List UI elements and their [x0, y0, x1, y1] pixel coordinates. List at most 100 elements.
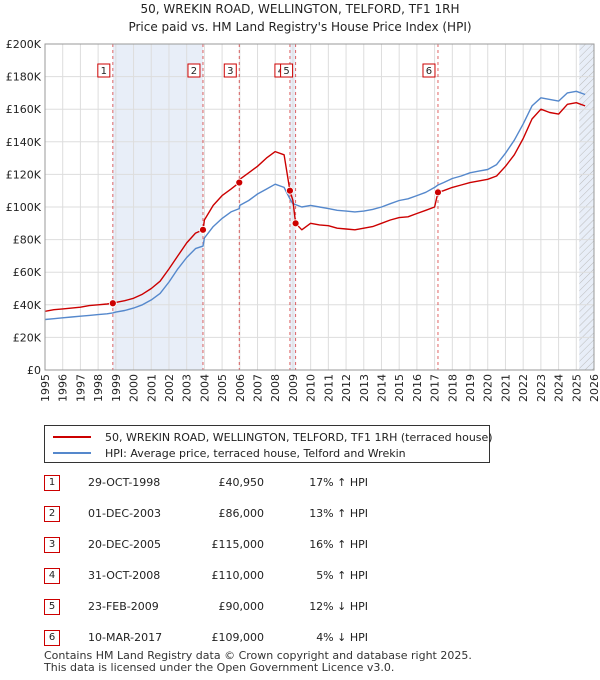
- sale-label-text: 3: [227, 66, 233, 77]
- x-tick-label: 2020: [482, 374, 495, 402]
- sale-point: [108, 299, 117, 308]
- x-tick-label: 2019: [464, 374, 477, 402]
- table-row: 6 10-MAR-2017 £109,000 4% ↓ HPI: [44, 629, 384, 647]
- x-tick-label: 2006: [234, 374, 247, 402]
- footer-licence: This data is licensed under the Open Gov…: [44, 661, 395, 674]
- x-tick-label: 2005: [216, 374, 229, 402]
- x-tick-label: 2015: [393, 374, 406, 402]
- x-tick-label: 2026: [588, 374, 600, 402]
- property-series-line: [45, 101, 586, 312]
- chart-title: 50, WREKIN ROAD, WELLINGTON, TELFORD, TF…: [141, 2, 460, 16]
- sale-price: £115,000: [211, 538, 265, 551]
- sale-point: [286, 186, 294, 195]
- sale-point: [434, 188, 442, 197]
- sale-point: [235, 178, 244, 187]
- sale-hpi-change: 4% ↓ HPI: [316, 631, 368, 644]
- series-group: [45, 90, 586, 321]
- x-tick-label: 2010: [305, 374, 318, 402]
- sale-number-badge: 1: [44, 475, 60, 491]
- table-row: 5 23-FEB-2009 £90,000 12% ↓ HPI: [44, 598, 384, 616]
- x-tick-label: 2009: [287, 374, 300, 402]
- sale-price: £110,000: [211, 569, 265, 582]
- x-tick-label: 2004: [198, 374, 211, 402]
- sale-date: 20-DEC-2005: [88, 538, 162, 551]
- sale-hpi-change: 16% ↑ HPI: [309, 538, 368, 551]
- x-tick-label: 2025: [570, 374, 583, 402]
- footer-copyright: Contains HM Land Registry data © Crown c…: [44, 649, 472, 662]
- table-row: 3 20-DEC-2005 £115,000 16% ↑ HPI: [44, 536, 384, 554]
- y-tick-label: £140K: [6, 136, 42, 149]
- x-tick-label: 1997: [74, 374, 87, 402]
- y-tick-label: £20K: [13, 331, 42, 344]
- footer: Contains HM Land Registry data © Crown c…: [44, 650, 472, 674]
- x-tick-label: 1999: [110, 374, 123, 402]
- sale-label-text: 6: [426, 66, 432, 77]
- x-tick-label: 1998: [92, 374, 105, 402]
- x-tick-label: 2011: [322, 374, 335, 402]
- x-tick-label: 2001: [145, 374, 158, 402]
- price-chart: 50, WREKIN ROAD, WELLINGTON, TELFORD, TF…: [6, 2, 600, 402]
- x-tick-label: 2000: [128, 374, 141, 402]
- x-tick-label: 2022: [517, 374, 530, 402]
- sale-point: [199, 225, 207, 234]
- x-tick-label: 2014: [375, 374, 388, 402]
- sale-price: £86,000: [218, 507, 265, 520]
- sale-hpi-change: 5% ↑ HPI: [316, 569, 368, 582]
- y-tick-label: £200K: [6, 38, 42, 51]
- sale-label-box: [223, 63, 237, 78]
- legend-swatch-property: [53, 436, 91, 438]
- table-row: 2 01-DEC-2003 £86,000 13% ↑ HPI: [44, 505, 384, 523]
- y-tick-label: £180K: [6, 71, 42, 84]
- sale-number-badge: 3: [44, 537, 60, 553]
- sale-label-text: 5: [283, 66, 289, 77]
- sale-price: £90,000: [218, 600, 265, 613]
- legend-label-hpi: HPI: Average price, terraced house, Telf…: [105, 446, 406, 460]
- chart-subtitle: Price paid vs. HM Land Registry's House …: [128, 20, 471, 34]
- sale-date: 10-MAR-2017: [88, 631, 163, 644]
- x-tick-label: 2023: [535, 374, 548, 402]
- sale-label-box: [280, 63, 294, 78]
- y-tick-label: £40K: [13, 299, 42, 312]
- sale-hpi-change: 17% ↑ HPI: [309, 476, 368, 489]
- sale-label-box: [97, 63, 111, 78]
- sale-label-box: [187, 63, 201, 78]
- sale-label-box: [422, 63, 436, 78]
- y-tick-label: £0: [27, 364, 41, 377]
- y-tick-label: £80K: [13, 234, 42, 247]
- sale-point: [291, 219, 300, 228]
- legend-label-property: 50, WREKIN ROAD, WELLINGTON, TELFORD, TF…: [105, 430, 493, 444]
- sale-price: £109,000: [211, 631, 265, 644]
- sale-date: 29-OCT-1998: [88, 476, 161, 489]
- x-tick-label: 2008: [269, 374, 282, 402]
- sale-number-badge: 4: [44, 568, 60, 584]
- legend-item-hpi: HPI: Average price, terraced house, Telf…: [53, 445, 406, 461]
- sale-date: 31-OCT-2008: [88, 569, 161, 582]
- x-tick-label: 2021: [499, 374, 512, 402]
- x-tick-label: 2016: [411, 374, 424, 402]
- y-tick-label: £160K: [6, 103, 42, 116]
- hpi-series-line: [45, 90, 586, 321]
- sale-number-badge: 5: [44, 599, 60, 615]
- legend-swatch-hpi: [53, 452, 91, 454]
- sale-date: 23-FEB-2009: [88, 600, 159, 613]
- legend: 50, WREKIN ROAD, WELLINGTON, TELFORD, TF…: [44, 425, 493, 463]
- x-tick-label: 2003: [181, 374, 194, 402]
- x-tick-label: 2002: [163, 374, 176, 402]
- x-tick-label: 1996: [57, 374, 70, 402]
- y-tick-label: £100K: [6, 201, 42, 214]
- x-tick-label: 1995: [39, 374, 52, 402]
- x-tick-label: 2007: [252, 374, 265, 402]
- legend-item-property: 50, WREKIN ROAD, WELLINGTON, TELFORD, TF…: [53, 429, 493, 445]
- plot-frame: [44, 43, 595, 371]
- table-row: 4 31-OCT-2008 £110,000 5% ↑ HPI: [44, 567, 384, 585]
- sale-hpi-change: 12% ↓ HPI: [309, 600, 368, 613]
- x-tick-label: 2017: [429, 374, 442, 402]
- sale-date: 01-DEC-2003: [88, 507, 162, 520]
- table-row: 1 29-OCT-1998 £40,950 17% ↑ HPI: [44, 474, 384, 492]
- x-tick-label: 2013: [358, 374, 371, 402]
- y-tick-label: £60K: [13, 266, 42, 279]
- y-tick-label: £120K: [6, 168, 42, 181]
- sale-label-text: 2: [191, 66, 197, 77]
- sale-hpi-change: 13% ↑ HPI: [309, 507, 368, 520]
- x-tick-label: 2018: [446, 374, 459, 402]
